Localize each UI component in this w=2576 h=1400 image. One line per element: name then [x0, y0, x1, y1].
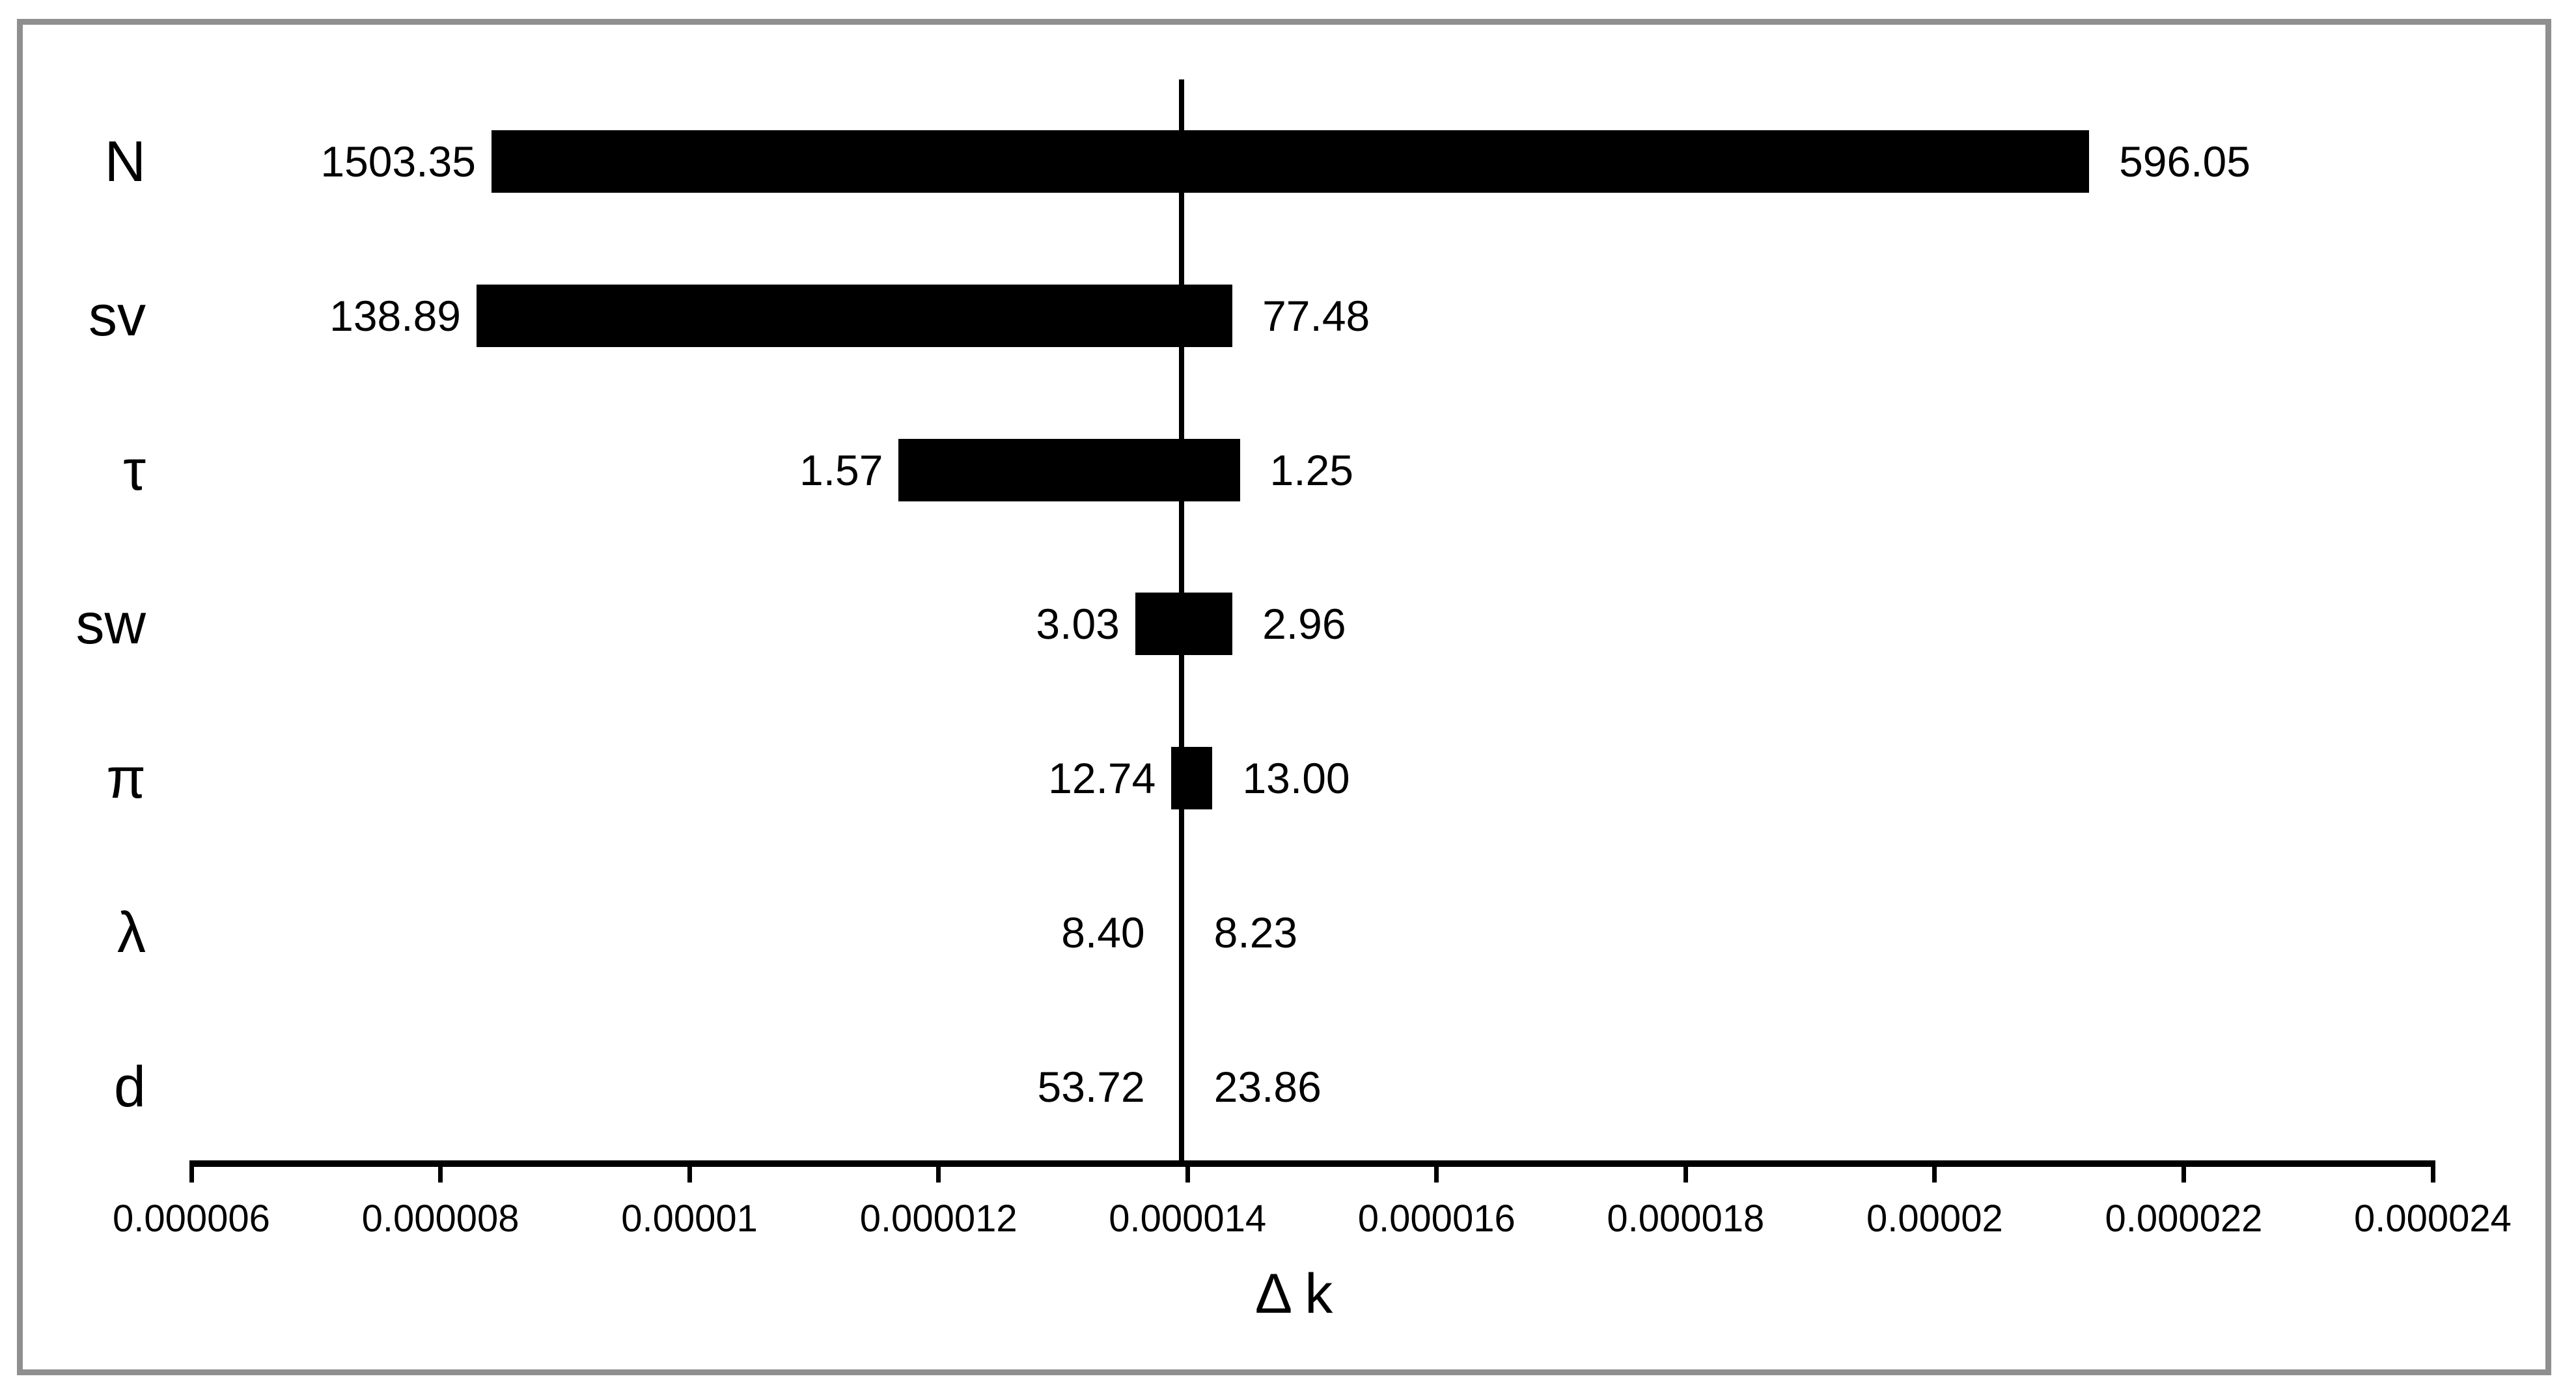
- bar-π: [1171, 747, 1213, 810]
- bar-sv: [477, 284, 1233, 347]
- left-value-label: 3.03: [1036, 600, 1120, 649]
- x-axis-line: [189, 1160, 2435, 1167]
- x-axis-tick: [1434, 1167, 1439, 1183]
- x-axis-tick: [189, 1167, 194, 1183]
- right-value-label: 2.96: [1262, 600, 1346, 649]
- x-tick-label: 0.00002: [1866, 1197, 2003, 1240]
- category-label-sw: sw: [76, 591, 146, 656]
- right-value-label: 8.23: [1213, 908, 1298, 957]
- bar-sw: [1135, 593, 1233, 656]
- left-value-label: 8.40: [1061, 908, 1145, 957]
- left-value-label: 138.89: [329, 291, 462, 340]
- category-label-λ: λ: [117, 900, 146, 964]
- x-tick-label: 0.000022: [2105, 1197, 2263, 1240]
- category-label-τ: τ: [123, 437, 146, 502]
- x-tick-label: 0.000012: [859, 1197, 1018, 1240]
- left-value-label: 1503.35: [320, 137, 476, 186]
- left-value-label: 53.72: [1037, 1062, 1145, 1111]
- category-label-sv: sv: [89, 283, 146, 348]
- x-axis-title: Δ k: [1254, 1263, 1333, 1325]
- right-value-label: 596.05: [2119, 137, 2251, 186]
- x-axis-tick: [687, 1167, 692, 1183]
- right-value-label: 23.86: [1213, 1062, 1322, 1111]
- category-label-N: N: [104, 129, 146, 193]
- x-tick-label: 0.000016: [1357, 1197, 1516, 1240]
- left-value-label: 1.57: [799, 445, 883, 494]
- x-axis-tick: [2181, 1167, 2186, 1183]
- x-tick-label: 0.000008: [361, 1197, 519, 1240]
- category-label-d: d: [114, 1054, 146, 1119]
- x-axis-tick: [1683, 1167, 1688, 1183]
- figure-border: [17, 19, 2551, 1375]
- bar-N: [491, 130, 2090, 193]
- x-tick-label: 0.000006: [113, 1197, 270, 1240]
- bar-τ: [898, 438, 1240, 501]
- x-tick-label: 0.000014: [1109, 1197, 1267, 1240]
- x-tick-label: 0.000024: [2354, 1197, 2512, 1240]
- x-axis-tick: [438, 1167, 443, 1183]
- right-value-label: 77.48: [1262, 291, 1370, 340]
- x-axis-tick: [1932, 1167, 1937, 1183]
- x-tick-label: 0.000018: [1607, 1197, 1765, 1240]
- x-axis-tick: [2430, 1167, 2435, 1183]
- right-value-label: 13.00: [1242, 754, 1350, 803]
- category-label-π: π: [106, 746, 146, 811]
- left-value-label: 12.74: [1048, 754, 1156, 803]
- right-value-label: 1.25: [1269, 445, 1354, 494]
- x-axis-tick: [1185, 1167, 1190, 1183]
- x-tick-label: 0.00001: [621, 1197, 758, 1240]
- x-axis-tick: [936, 1167, 941, 1183]
